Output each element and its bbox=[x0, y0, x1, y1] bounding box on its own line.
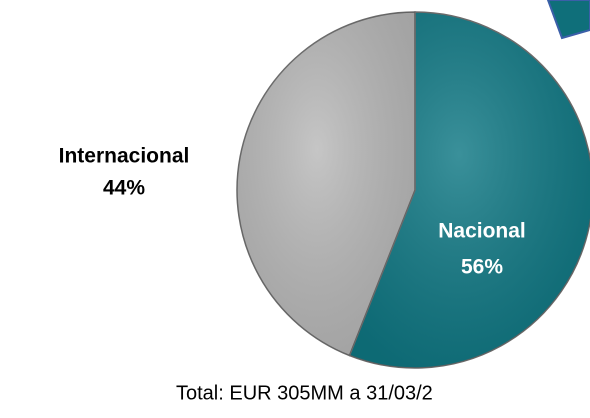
slice-label: Internacional bbox=[59, 145, 190, 168]
pie bbox=[236, 11, 590, 369]
slice-label: Nacional bbox=[438, 220, 526, 243]
slice-value-label: 44% bbox=[103, 177, 145, 200]
decorative-shape bbox=[546, 0, 590, 40]
slice-value-label: 56% bbox=[461, 256, 503, 279]
caption: Total: EUR 305MM a 31/03/2 bbox=[176, 382, 433, 404]
